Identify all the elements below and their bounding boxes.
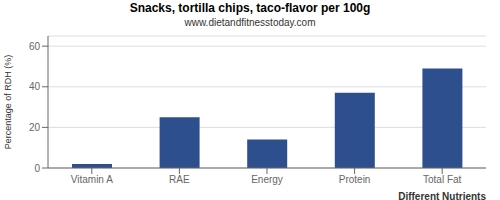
svg-text:60: 60 (29, 41, 41, 52)
svg-text:Vitamin A: Vitamin A (71, 174, 113, 185)
svg-text:RAE: RAE (169, 174, 190, 185)
svg-text:Energy: Energy (251, 174, 283, 185)
svg-text:40: 40 (29, 81, 41, 92)
svg-text:0: 0 (34, 163, 40, 174)
html-text:www.dietandfitnesstoday.com: www.dietandfitnesstoday.com (184, 17, 316, 28)
svg-text:Total Fat: Total Fat (423, 174, 462, 185)
svg-text:Percentage of RDH (%): Percentage of RDH (%) (8, 55, 13, 150)
html-text:Snacks, tortilla chips, taco-f: Snacks, tortilla chips, taco-flavor per … (129, 1, 371, 15)
svg-text:Different Nutrients: Different Nutrients (398, 191, 486, 200)
svg-text:20: 20 (29, 122, 41, 133)
svg-text:Protein: Protein (339, 174, 371, 185)
